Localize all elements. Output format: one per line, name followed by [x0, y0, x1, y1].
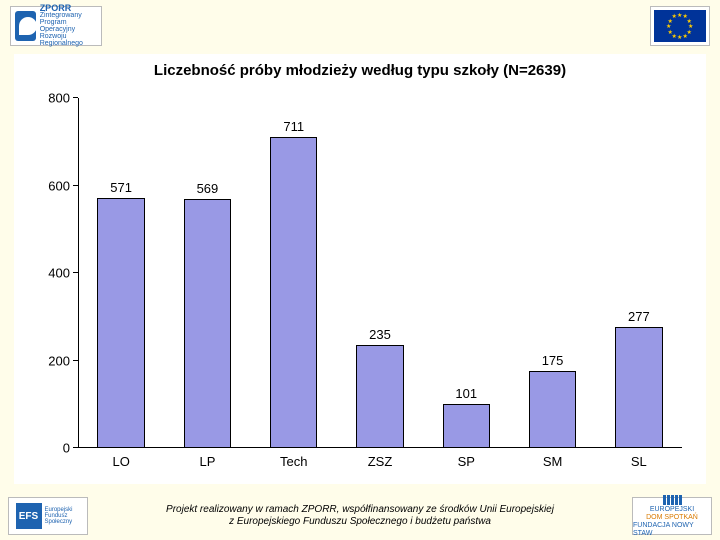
- footer-caption-line2: z Europejskiego Funduszu Społecznego i b…: [229, 516, 491, 527]
- eu-flag: ★★★★★★★★★★★★: [654, 10, 706, 42]
- bar: 235: [356, 345, 403, 448]
- bar: 101: [443, 404, 490, 448]
- footer-caption: Projekt realizowany w ramach ZPORR, wspó…: [96, 504, 624, 528]
- bar-value-label: 277: [616, 309, 661, 324]
- category-label: LO: [78, 454, 164, 469]
- category-label: SM: [509, 454, 595, 469]
- bar-value-label: 101: [444, 386, 489, 401]
- zporr-logo-text: ZPORR Zintegrowany Program Operacyjny Ro…: [40, 5, 97, 47]
- eu-star-icon: ★: [677, 34, 682, 41]
- zporr-logo-mark: [15, 11, 36, 41]
- bar: 569: [184, 199, 231, 448]
- y-tick-label: 0: [63, 441, 70, 456]
- eu-star-icon: ★: [683, 33, 688, 40]
- footer-caption-line1: Projekt realizowany w ramach ZPORR, wspó…: [166, 504, 554, 515]
- eu-flag-logo: ★★★★★★★★★★★★: [650, 6, 710, 46]
- eds-logo-line2: DOM SPOTKAŃ: [646, 514, 698, 522]
- eds-logo-mark: [663, 495, 682, 505]
- y-tick-mark: [73, 272, 78, 273]
- eds-logo: EUROPEJSKI DOM SPOTKAŃ FUNDACJA NOWY STA…: [632, 497, 712, 535]
- category-label: Tech: [251, 454, 337, 469]
- y-tick-label: 800: [48, 91, 70, 106]
- category-label: ZSZ: [337, 454, 423, 469]
- y-tick-mark: [73, 360, 78, 361]
- bar-value-label: 569: [185, 181, 230, 196]
- chart-title: Liczebność próby młodzieży według typu s…: [14, 54, 706, 79]
- y-tick-label: 600: [48, 178, 70, 193]
- y-tick-mark: [73, 447, 78, 448]
- chart-panel: Liczebność próby młodzieży według typu s…: [14, 54, 706, 484]
- eu-star-icon: ★: [672, 13, 677, 20]
- category-label: SP: [423, 454, 509, 469]
- efs-logo-text: Europejski Fundusz Społeczny: [45, 507, 81, 525]
- bar: 711: [270, 137, 317, 448]
- slide: ZPORR Zintegrowany Program Operacyjny Ro…: [0, 0, 720, 540]
- eds-logo-line3: FUNDACJA NOWY STAW: [633, 522, 711, 538]
- efs-logo-mark: EFS: [16, 503, 42, 529]
- bar: 175: [529, 371, 576, 448]
- footer: EFS Europejski Fundusz Społeczny Projekt…: [0, 492, 720, 540]
- bar-chart-plot: 0200400600800571LO569LP711Tech235ZSZ101S…: [78, 98, 682, 448]
- bar: 277: [615, 327, 662, 448]
- y-tick-label: 400: [48, 266, 70, 281]
- bar-value-label: 711: [271, 119, 316, 134]
- zporr-logo: ZPORR Zintegrowany Program Operacyjny Ro…: [10, 6, 102, 46]
- bar: 571: [97, 198, 144, 448]
- bar-value-label: 571: [98, 180, 143, 195]
- bar-value-label: 235: [357, 327, 402, 342]
- eds-logo-line1: EUROPEJSKI: [650, 506, 694, 514]
- y-tick-mark: [73, 97, 78, 98]
- bar-value-label: 175: [530, 353, 575, 368]
- efs-logo: EFS Europejski Fundusz Społeczny: [8, 497, 88, 535]
- y-axis: [78, 98, 79, 448]
- y-tick-mark: [73, 185, 78, 186]
- category-label: SL: [596, 454, 682, 469]
- category-label: LP: [164, 454, 250, 469]
- y-tick-label: 200: [48, 353, 70, 368]
